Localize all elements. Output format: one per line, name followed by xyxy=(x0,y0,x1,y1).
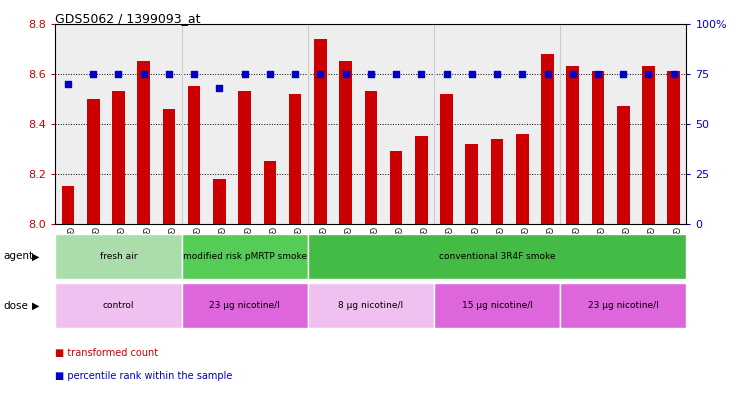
Text: modified risk pMRTP smoke: modified risk pMRTP smoke xyxy=(182,252,307,261)
Point xyxy=(112,70,124,77)
Bar xyxy=(365,91,377,224)
Point xyxy=(264,70,276,77)
Text: fresh air: fresh air xyxy=(100,252,137,261)
Bar xyxy=(182,283,308,328)
Point xyxy=(592,70,604,77)
Text: 23 μg nicotine/l: 23 μg nicotine/l xyxy=(210,301,280,310)
Bar xyxy=(390,151,402,224)
Bar xyxy=(55,283,182,328)
Point xyxy=(339,70,351,77)
Text: 15 μg nicotine/l: 15 μg nicotine/l xyxy=(461,301,533,310)
Bar xyxy=(188,86,201,224)
Text: 23 μg nicotine/l: 23 μg nicotine/l xyxy=(588,301,658,310)
Point xyxy=(163,70,175,77)
Bar xyxy=(592,71,604,224)
Bar xyxy=(308,283,434,328)
Point xyxy=(542,70,554,77)
Text: ▶: ▶ xyxy=(32,252,39,261)
Bar xyxy=(560,283,686,328)
Point xyxy=(365,70,376,77)
Point xyxy=(643,70,655,77)
Point xyxy=(415,70,427,77)
Bar xyxy=(314,39,327,224)
Point xyxy=(668,70,680,77)
Text: conventional 3R4F smoke: conventional 3R4F smoke xyxy=(439,252,555,261)
Point xyxy=(567,70,579,77)
Point xyxy=(491,70,503,77)
Point xyxy=(466,70,477,77)
Point xyxy=(87,70,99,77)
Point xyxy=(188,70,200,77)
Point xyxy=(289,70,301,77)
Bar xyxy=(441,94,453,224)
Text: 8 μg nicotine/l: 8 μg nicotine/l xyxy=(338,301,404,310)
Bar xyxy=(62,186,75,224)
Point xyxy=(390,70,402,77)
Bar xyxy=(567,66,579,224)
Bar xyxy=(667,71,680,224)
Text: GDS5062 / 1399093_at: GDS5062 / 1399093_at xyxy=(55,12,201,25)
Bar xyxy=(642,66,655,224)
Point xyxy=(62,81,74,87)
Bar xyxy=(137,61,150,224)
Bar xyxy=(434,283,560,328)
Bar xyxy=(182,234,308,279)
Bar xyxy=(263,162,276,224)
Point xyxy=(617,70,629,77)
Bar xyxy=(289,94,301,224)
Bar xyxy=(162,109,175,224)
Bar xyxy=(491,139,503,224)
Text: dose: dose xyxy=(4,301,29,310)
Bar xyxy=(238,91,251,224)
Text: ▶: ▶ xyxy=(32,301,39,310)
Bar xyxy=(55,234,182,279)
Bar xyxy=(516,134,528,224)
Point xyxy=(441,70,452,77)
Bar xyxy=(213,179,226,224)
Bar xyxy=(308,234,686,279)
Point xyxy=(213,84,225,91)
Point xyxy=(517,70,528,77)
Point xyxy=(138,70,150,77)
Bar xyxy=(87,99,100,224)
Text: ■ transformed count: ■ transformed count xyxy=(55,348,159,358)
Bar xyxy=(415,136,427,224)
Text: agent: agent xyxy=(4,252,34,261)
Bar xyxy=(617,106,630,224)
Bar xyxy=(112,91,125,224)
Text: ■ percentile rank within the sample: ■ percentile rank within the sample xyxy=(55,371,232,381)
Bar xyxy=(339,61,352,224)
Point xyxy=(314,70,326,77)
Point xyxy=(238,70,250,77)
Text: control: control xyxy=(103,301,134,310)
Bar xyxy=(541,54,554,224)
Bar xyxy=(466,144,478,224)
